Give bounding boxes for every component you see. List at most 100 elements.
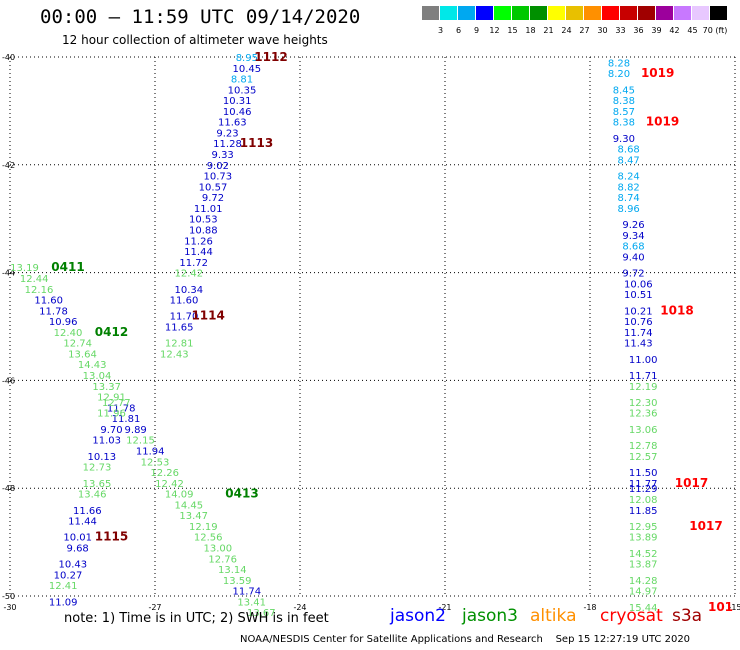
swh-value: 8.74 bbox=[618, 193, 640, 204]
swh-value: 14.09 bbox=[165, 490, 194, 501]
colorbar-swatch bbox=[656, 6, 673, 20]
longitude-tick-label: -18 bbox=[583, 603, 596, 612]
swh-value: 15.44 bbox=[629, 603, 658, 614]
pass-number-label: 1112 bbox=[254, 50, 287, 64]
swh-value: 11.03 bbox=[92, 436, 121, 447]
swh-value: 11.96 bbox=[97, 409, 126, 420]
satellite-tracks: 8.9510.458.8110.3510.3110.4611.639.2311.… bbox=[10, 53, 657, 619]
swh-value: 10.21 bbox=[624, 306, 653, 317]
colorbar-label: 3 bbox=[437, 26, 444, 35]
swh-value: 12.57 bbox=[629, 452, 658, 463]
swh-value: 12.16 bbox=[25, 285, 54, 296]
swh-value: 11.78 bbox=[39, 306, 68, 317]
swh-value: 13.00 bbox=[204, 543, 233, 554]
swh-value: 8.57 bbox=[613, 107, 635, 118]
swh-value: 12.74 bbox=[63, 339, 92, 350]
swh-value: 10.88 bbox=[189, 225, 218, 236]
latitude-tick-label: -50 bbox=[2, 592, 15, 601]
pass-number-label: 1113 bbox=[240, 136, 273, 150]
swh-value: 8.95 bbox=[236, 53, 258, 64]
swh-value: 14.52 bbox=[629, 549, 658, 560]
swh-value: 14.28 bbox=[629, 576, 658, 587]
colorbar-swatch bbox=[638, 6, 655, 20]
swh-value: 10.31 bbox=[223, 96, 252, 107]
note-text: note: 1) Time is in UTC; 2) SWH is in fe… bbox=[64, 611, 329, 626]
swh-value: 10.45 bbox=[233, 64, 262, 75]
swh-value: 11.50 bbox=[629, 468, 658, 479]
swh-value: 13.46 bbox=[78, 490, 107, 501]
colorbar-label: 39 bbox=[651, 26, 662, 35]
colorbar-swatch bbox=[674, 6, 691, 20]
swh-value: 11.09 bbox=[49, 597, 78, 608]
longitude-tick-label: -15 bbox=[728, 603, 740, 612]
swh-value: 12.30 bbox=[629, 398, 658, 409]
swh-value: 13.89 bbox=[629, 533, 658, 544]
swh-value: 11.44 bbox=[184, 247, 213, 258]
pass-number-label: 0413 bbox=[225, 487, 258, 501]
swh-value: 12.42 bbox=[155, 479, 184, 490]
swh-value: 9.40 bbox=[622, 252, 644, 263]
swh-value: 11.70 bbox=[170, 312, 199, 323]
colorbar-swatch bbox=[530, 6, 547, 20]
swh-value: 9.89 bbox=[125, 425, 147, 436]
swh-value: 13.64 bbox=[68, 349, 97, 360]
colorbar-swatch bbox=[692, 6, 709, 20]
swh-value: 9.34 bbox=[622, 231, 644, 242]
colorbar-swatch bbox=[548, 6, 565, 20]
swh-value: 9.70 bbox=[100, 425, 122, 436]
longitude-tick-label: -24 bbox=[293, 603, 306, 612]
swh-value: 13.19 bbox=[10, 263, 39, 274]
colorbar-label: 27 bbox=[579, 26, 590, 35]
swh-value: 12.53 bbox=[141, 457, 170, 468]
pass-number-label: 1115 bbox=[95, 530, 128, 544]
colorbar-label: 36 bbox=[633, 26, 644, 35]
swh-value: 14.45 bbox=[175, 500, 204, 511]
colorbar-label: 33 bbox=[615, 26, 626, 35]
swh-value: 11.78 bbox=[107, 403, 136, 414]
swh-value: 8.47 bbox=[618, 155, 640, 166]
track-0411: 13.1912.4412.1611.6011.7810.9612.4012.74… bbox=[10, 263, 275, 619]
swh-value: 12.08 bbox=[629, 495, 658, 506]
swh-value: 10.27 bbox=[54, 570, 83, 581]
swh-value: 13.14 bbox=[218, 565, 247, 576]
swh-value: 8.28 bbox=[608, 58, 630, 69]
swh-value: 14.43 bbox=[78, 360, 107, 371]
swh-value: 13.04 bbox=[83, 371, 112, 382]
longitude-tick-label: -30 bbox=[3, 603, 16, 612]
pass-number-label: 1017 bbox=[689, 519, 722, 533]
swh-value: 12.78 bbox=[629, 441, 658, 452]
swh-value: 12.56 bbox=[194, 533, 223, 544]
colorbar-swatch bbox=[584, 6, 601, 20]
axis-ticks: -40 -42 -44 -46 -48 -50 -30 -27 -24 -21 -18 -15 bbox=[2, 53, 740, 612]
swh-value: 12.43 bbox=[160, 349, 189, 360]
footer-credit: NOAA/NESDIS Center for Satellite Applica… bbox=[240, 634, 691, 645]
colorbar-swatch bbox=[440, 6, 457, 20]
swh-value: 10.53 bbox=[189, 215, 218, 226]
swh-value: 12.19 bbox=[189, 522, 218, 533]
swh-value: 9.02 bbox=[207, 161, 229, 172]
swh-value: 10.13 bbox=[88, 452, 117, 463]
swh-value: 11.43 bbox=[624, 339, 653, 350]
swh-value: 8.96 bbox=[618, 204, 640, 215]
swh-value: 12.41 bbox=[49, 581, 78, 592]
colorbar-swatch bbox=[476, 6, 493, 20]
swh-value: 13.87 bbox=[629, 560, 658, 571]
swh-value: 10.35 bbox=[228, 85, 257, 96]
swh-value: 8.68 bbox=[622, 242, 644, 253]
swh-value: 11.74 bbox=[624, 328, 653, 339]
swh-value: 10.73 bbox=[204, 172, 233, 183]
pass-number-label: 1018 bbox=[660, 303, 693, 317]
lat-lon-grid bbox=[9, 56, 736, 597]
swh-value: 10.57 bbox=[199, 182, 228, 193]
pass-number-label: 1114 bbox=[191, 309, 224, 323]
swh-value: 8.68 bbox=[618, 145, 640, 156]
colorbar-label: 70 (ft) bbox=[702, 26, 728, 35]
swh-value: 9.30 bbox=[613, 134, 635, 145]
colorbar-swatch bbox=[494, 6, 511, 20]
track-1019: 8.288.208.458.388.578.389.308.688.478.24… bbox=[608, 58, 658, 613]
swh-value: 13.59 bbox=[223, 576, 252, 587]
swh-value: 8.20 bbox=[608, 69, 630, 80]
swh-value: 12.77 bbox=[102, 398, 131, 409]
swh-value: 12.40 bbox=[54, 328, 83, 339]
